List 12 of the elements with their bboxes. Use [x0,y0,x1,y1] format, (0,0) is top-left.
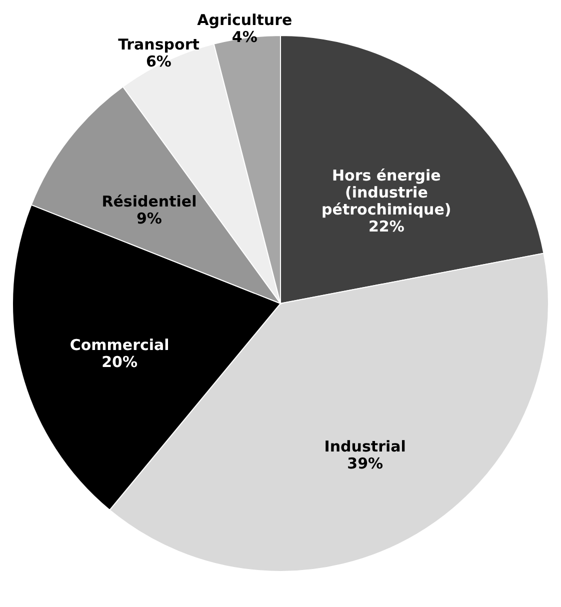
data-label: 20% [102,352,138,371]
data-label: 6% [146,52,172,71]
slice-label: Commercial [70,336,170,354]
data-label: 9% [136,210,162,228]
slice-label: Agriculture [197,10,292,29]
data-label: 4% [232,28,258,46]
slice-label: Transport [118,36,200,54]
slice-label: Résidentiel [102,192,197,211]
data-label: 39% [347,454,384,473]
slice-label: Industrial [324,438,406,456]
slice-label: Hors énergie (industrie pétrochimique) [322,166,452,218]
data-label: 22% [368,217,404,236]
